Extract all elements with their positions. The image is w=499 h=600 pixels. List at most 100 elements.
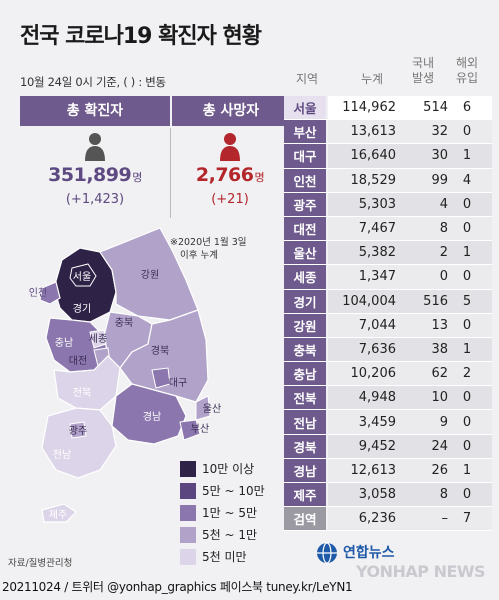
row-local: 516 (423, 293, 448, 309)
row-region: 전북 (284, 386, 326, 410)
table-row: 강원 7,044 13 0 (284, 313, 492, 338)
row-cumulative: 3,058 (358, 487, 396, 503)
row-local: 2 (439, 245, 448, 261)
header-cumulative: 누계 (360, 72, 384, 86)
row-cumulative: 10,206 (350, 366, 397, 382)
legend-swatch (180, 483, 196, 499)
legend-swatch (180, 505, 196, 521)
row-imported: 7 (462, 511, 472, 527)
table-row: 제주 3,058 8 0 (284, 483, 492, 508)
summary-panel: 총 확진자 351,899명 (+1,423) 총 사망자 2,766명 (+2… (20, 96, 290, 221)
row-region: 경기 (284, 289, 326, 313)
row-bg (328, 265, 492, 289)
row-bg (328, 120, 492, 144)
row-imported: 5 (462, 293, 472, 309)
row-imported: 0 (462, 438, 472, 454)
label-seoul: 서울 (73, 271, 91, 283)
legend-label: 5천 미만 (202, 550, 247, 564)
label-gyeongnam: 경남 (143, 410, 161, 423)
deaths-total: 2,766명 (195, 164, 265, 186)
row-imported: 1 (462, 148, 472, 164)
row-cumulative: 18,529 (350, 172, 397, 188)
row-bg (328, 458, 492, 482)
label-incheon: 인천 (29, 287, 47, 299)
region-ulsan (195, 395, 211, 421)
row-bg (328, 386, 492, 410)
row-imported: 6 (462, 100, 472, 116)
row-bg (328, 192, 492, 216)
row-imported: 0 (462, 390, 472, 406)
row-local: 26 (431, 462, 448, 478)
row-bg (328, 483, 492, 507)
table-row: 전북 4,948 10 0 (284, 386, 492, 411)
row-bg (328, 507, 492, 531)
row-cumulative: 13,613 (350, 124, 397, 140)
row-imported: 1 (462, 462, 472, 478)
footer-credit: 20211024 / 트위터 @yonhap_graphics 페이스북 tun… (2, 580, 353, 594)
row-cumulative: 1,347 (358, 269, 396, 285)
row-imported: 2 (462, 366, 472, 382)
row-imported: 0 (462, 221, 472, 237)
legend-label: 5만 ~ 10만 (202, 484, 265, 498)
row-local: 10 (431, 390, 448, 406)
person-red-icon (220, 133, 240, 161)
row-cumulative: 9,452 (358, 438, 396, 454)
row-imported: 0 (462, 414, 472, 430)
row-cumulative: 7,044 (358, 317, 396, 333)
legend-swatch (180, 549, 196, 565)
label-jeju: 제주 (49, 509, 67, 521)
table-row: 울산 5,382 2 1 (284, 241, 492, 266)
map-note: ※2020년 1월 3일 이후 누계 (170, 237, 247, 261)
label-jeonnam: 전남 (53, 449, 71, 461)
label-gangwon: 강원 (141, 269, 159, 281)
table-row: 검역 6,236 –7 (284, 507, 492, 532)
label-jeonbuk: 전북 (73, 387, 91, 399)
deaths-label: 총 사망자 (170, 96, 290, 126)
row-local: 8 (439, 221, 448, 237)
table-row: 대전 7,467 8 0 (284, 216, 492, 242)
row-local: 514 (423, 100, 448, 116)
row-local: 30 (431, 148, 448, 164)
label-gyeongbuk: 경북 (151, 344, 169, 357)
row-cumulative: 104,004 (342, 293, 396, 309)
label-chungbuk: 충북 (115, 317, 133, 329)
deaths-box: 총 사망자 2,766명 (+21) (170, 96, 290, 221)
row-imported: 4 (462, 172, 472, 188)
row-region: 대구 (284, 144, 326, 168)
page-title: 전국 코로나19 확진자 현황 (20, 24, 262, 49)
legend-label: 1만 ~ 5만 (202, 506, 258, 520)
row-cumulative: 6,236 (358, 511, 396, 527)
row-cumulative: 114,962 (342, 100, 396, 116)
table-row: 서울 114,962 514 6 (284, 96, 492, 121)
header-imported: 해외 유입 (455, 56, 479, 85)
table-row: 경기 104,004 516 5 (284, 289, 492, 314)
row-cumulative: 16,640 (350, 148, 397, 164)
row-region: 서울 (284, 96, 326, 120)
legend-swatch (180, 461, 196, 477)
row-bg (328, 289, 492, 313)
row-region: 부산 (284, 120, 326, 144)
row-region: 경남 (284, 458, 326, 482)
row-imported: 0 (462, 487, 472, 503)
region-busan (179, 419, 201, 441)
label-sejong: 세종 (89, 333, 107, 345)
row-imported: 0 (462, 124, 472, 140)
row-cumulative: 5,382 (358, 245, 396, 261)
brand-english: YONHAP NEWS (356, 562, 486, 581)
row-bg (328, 216, 492, 241)
row-cumulative: 7,467 (358, 221, 396, 237)
legend-label: 10만 이상 (202, 462, 255, 476)
row-region: 경북 (284, 434, 326, 458)
basis-note: 10월 24일 0시 기준, ( ) : 변동 (20, 75, 166, 89)
row-local: 32 (431, 124, 448, 140)
row-imported: 1 (462, 341, 472, 357)
table-header: 지역 누계 국내 발생 해외 유입 (285, 50, 490, 96)
label-busan: 부산 (191, 423, 209, 435)
row-local: 13 (431, 317, 448, 333)
row-imported: 0 (462, 196, 472, 212)
row-local: 9 (439, 414, 448, 430)
confirmed-delta: (+1,423) (65, 192, 125, 207)
label-gwangju: 광주 (69, 425, 87, 437)
table-row: 경남 12,613 26 1 (284, 458, 492, 483)
row-bg (328, 96, 492, 120)
